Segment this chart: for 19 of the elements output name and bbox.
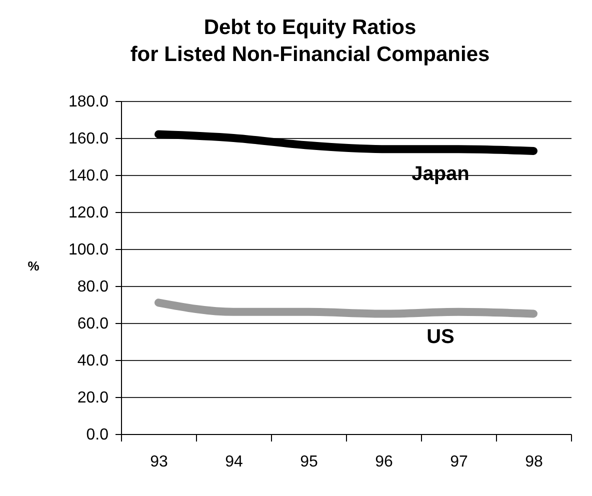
x-tick-label: 95 <box>300 454 318 470</box>
y-tick-label: 140.0 <box>68 168 109 184</box>
x-tick-label: 94 <box>225 454 243 470</box>
y-tick-label: 0.0 <box>86 426 109 444</box>
series-label: US <box>426 326 454 348</box>
x-tick-label: 96 <box>375 454 393 470</box>
y-tick-label: 40.0 <box>77 352 109 370</box>
y-tick-label: 120.0 <box>68 204 109 222</box>
y-axis-title: % <box>28 258 40 274</box>
y-tick-label: 100.0 <box>68 242 109 258</box>
y-tick-label: 180.0 <box>68 94 109 110</box>
y-tick-label: 60.0 <box>77 316 109 332</box>
chart-title: Debt to Equity Ratios for Listed Non-Financial Companies <box>130 16 490 66</box>
x-tick-label: 97 <box>450 454 468 470</box>
y-tick-label: 160.0 <box>68 130 109 148</box>
y-tick-label: 80.0 <box>77 278 109 296</box>
x-tick-label: 93 <box>150 454 168 470</box>
x-tick-label: 98 <box>525 454 543 470</box>
y-tick-label: 20.0 <box>77 390 109 406</box>
